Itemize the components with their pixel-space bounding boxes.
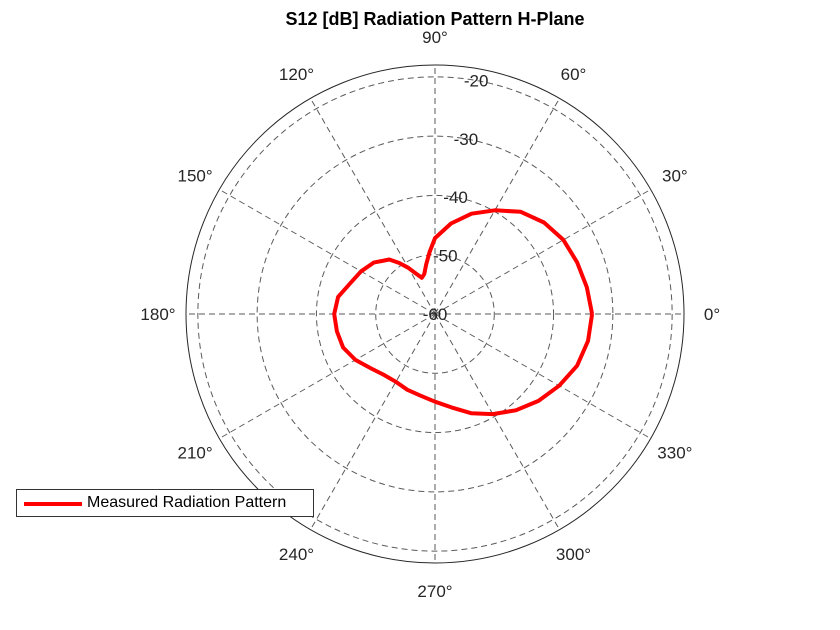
- theta-gridline-120: [310, 98, 436, 315]
- legend-line-swatch: [24, 502, 82, 506]
- legend-label: Measured Radiation Pattern: [87, 494, 287, 511]
- theta-tick-label: 300°: [556, 545, 591, 564]
- theta-tick-label: 270°: [417, 582, 452, 601]
- series-layer: [332, 208, 595, 417]
- theta-gridline-240: [310, 313, 436, 530]
- r-tick-label: -60: [423, 305, 448, 324]
- r-tick-label: -40: [443, 188, 468, 207]
- theta-tick-label: 210°: [178, 444, 213, 463]
- polar-outer-circle: [185, 64, 685, 564]
- theta-gridline-210: [219, 313, 436, 439]
- r-gridline--20: [197, 76, 673, 552]
- r-tick-label: -50: [433, 247, 458, 266]
- chart-title: S12 [dB] Radiation Pattern H-Plane: [285, 9, 584, 29]
- theta-tick-label: 30°: [662, 167, 688, 186]
- legend: Measured Radiation Pattern: [16, 489, 314, 517]
- theta-gridline-60: [434, 98, 560, 315]
- theta-tick-label: 240°: [279, 545, 314, 564]
- theta-tick-label: 150°: [178, 167, 213, 186]
- r-tick-label: -30: [454, 130, 479, 149]
- theta-tick-label: 180°: [140, 305, 175, 324]
- theta-gridline-150: [219, 189, 436, 315]
- theta-tick-label: 90°: [422, 28, 448, 47]
- theta-tick-label: 0°: [704, 305, 720, 324]
- r-gridline--30: [256, 135, 614, 493]
- theta-tick-label: 60°: [561, 65, 587, 84]
- r-tick-labels: -60 -50 -40 -30 -20: [423, 71, 489, 324]
- theta-gridline-30: [434, 189, 651, 315]
- theta-gridline-330: [434, 313, 651, 439]
- theta-tick-label: 120°: [279, 65, 314, 84]
- theta-gridline-300: [434, 313, 560, 530]
- r-gridline--50: [375, 254, 495, 374]
- series-line-0: [332, 208, 595, 417]
- r-tick-label: -20: [464, 71, 489, 90]
- r-gridline--40: [315, 194, 555, 434]
- theta-tick-label: 330°: [657, 444, 692, 463]
- polar-grid: [185, 64, 685, 564]
- theta-tick-labels: 0° 30° 60° 90° 120° 150° 180° 210° 240° 270° 300° 3…: [140, 28, 720, 601]
